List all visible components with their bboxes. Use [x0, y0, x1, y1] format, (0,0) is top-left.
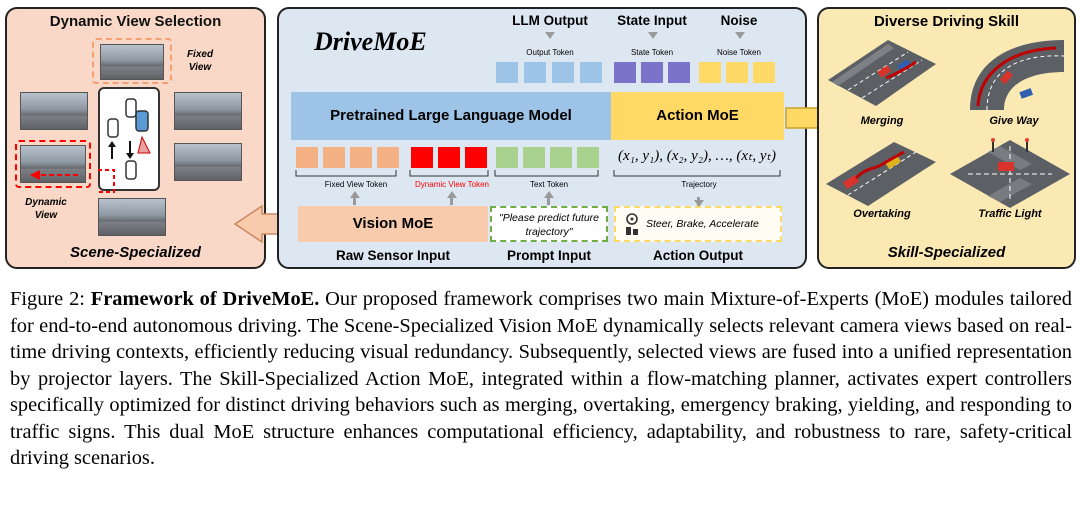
text-token-arrow: [544, 191, 554, 198]
text-token-label: Text Token: [529, 180, 569, 189]
dynamic-view-token-label: Dynamic View Token: [415, 180, 489, 189]
fixed-view-token-label: Fixed View Token: [324, 180, 388, 189]
noise-label: Noise: [720, 13, 758, 28]
caption-body: Our proposed framework comprises two mai…: [10, 288, 1072, 469]
prompt-box: "Please predict future trajectory": [490, 206, 608, 242]
camera-front-right-image: [174, 92, 242, 130]
skill-merging-label: Merging: [860, 115, 904, 127]
fixed-view-token: [350, 147, 372, 168]
merging-scene-image: [828, 40, 936, 106]
llm-output-arrow: [545, 32, 555, 39]
vision-moe-block: Vision MoE: [298, 206, 488, 242]
drivemoe-title: DriveMoE: [314, 27, 427, 56]
action-output-box: Steer, Brake, Accelerate: [614, 206, 782, 242]
skill-give-way-label: Give Way: [989, 115, 1039, 127]
raw-sensor-input-label: Raw Sensor Input: [335, 248, 450, 263]
llm-output-label: LLM Output: [512, 13, 588, 28]
fixed-view-token: [296, 147, 318, 168]
steering-wheel-icon: [626, 213, 638, 235]
state-token: [641, 62, 663, 83]
fixed-view-image: [100, 44, 164, 80]
traffic-light-scene-image: [950, 138, 1070, 208]
state-token: [668, 62, 690, 83]
state-token-label: State Token: [630, 48, 674, 57]
state-input-label: State Input: [617, 13, 687, 28]
text-token: [523, 147, 545, 168]
dynamic-view-token: [411, 147, 433, 168]
scene-specialized-label: Scene-Specialized: [70, 244, 201, 261]
fixed-view-token: [323, 147, 345, 168]
pretrained-llm-block: Pretrained Large Language Model: [291, 92, 611, 140]
prompt-input-label: Prompt Input: [507, 248, 591, 263]
dynamic-view-connector: [30, 169, 115, 193]
token-brackets: [295, 170, 781, 177]
text-token: [577, 147, 599, 168]
output-token: [552, 62, 574, 83]
diverse-driving-skill-title: Diverse Driving Skill: [873, 13, 1020, 30]
dynamic-view-token: [465, 147, 487, 168]
dynamic-token-arrow-stem: [450, 197, 453, 205]
fixed-view-label: Fixed View: [186, 49, 214, 73]
dynamic-view-frame: [15, 140, 91, 188]
text-token-arrow-stem: [547, 197, 550, 205]
camera-back-right-image: [174, 143, 242, 181]
action-output-label: Action Output: [653, 248, 743, 263]
skill-specialized-label: Skill-Specialized: [887, 244, 1006, 261]
overtaking-scene-image: [826, 142, 936, 206]
output-token-label: Output Token: [526, 48, 574, 57]
output-token: [580, 62, 602, 83]
output-token: [496, 62, 518, 83]
fixed-view-frame: [92, 38, 172, 84]
state-input-arrow: [648, 32, 658, 39]
camera-back-image: [98, 198, 166, 236]
noise-token: [753, 62, 775, 83]
dynamic-view-token: [438, 147, 460, 168]
bird-eye-diagram: [107, 98, 151, 180]
camera-front-left-image: [20, 92, 88, 130]
noise-token: [699, 62, 721, 83]
noise-token: [726, 62, 748, 83]
noise-token-label: Noise Token: [717, 48, 761, 57]
trajectory-label: Trajectory: [681, 180, 717, 189]
bird-eye-layout: [98, 87, 160, 191]
dynamic-token-arrow: [447, 191, 457, 198]
noise-arrow: [735, 32, 745, 39]
skill-overtaking-label: Overtaking: [853, 208, 911, 220]
text-token: [496, 147, 518, 168]
figure-caption: Figure 2: Framework of DriveMoE. Our pro…: [10, 286, 1072, 472]
give-way-scene-image: [970, 40, 1065, 111]
caption-title: Framework of DriveMoE.: [90, 288, 320, 310]
state-token: [614, 62, 636, 83]
action-moe-block: Action MoE: [611, 92, 784, 140]
dynamic-view-label: Dynamic View: [25, 197, 67, 221]
fixed-token-arrow: [350, 191, 360, 198]
trajectory-formula: (x₁, y₁), (x₂, y₂), …, (xₜ, yₜ): [618, 148, 776, 164]
text-token: [550, 147, 572, 168]
skill-traffic-light-label: Traffic Light: [978, 208, 1042, 220]
dynamic-view-selection-title: Dynamic View Selection: [49, 13, 222, 30]
output-token: [524, 62, 546, 83]
fixed-view-token: [377, 147, 399, 168]
action-output-text: Steer, Brake, Accelerate: [646, 218, 759, 230]
fixed-token-arrow-stem: [353, 197, 356, 205]
caption-prefix: Figure 2:: [10, 288, 91, 310]
